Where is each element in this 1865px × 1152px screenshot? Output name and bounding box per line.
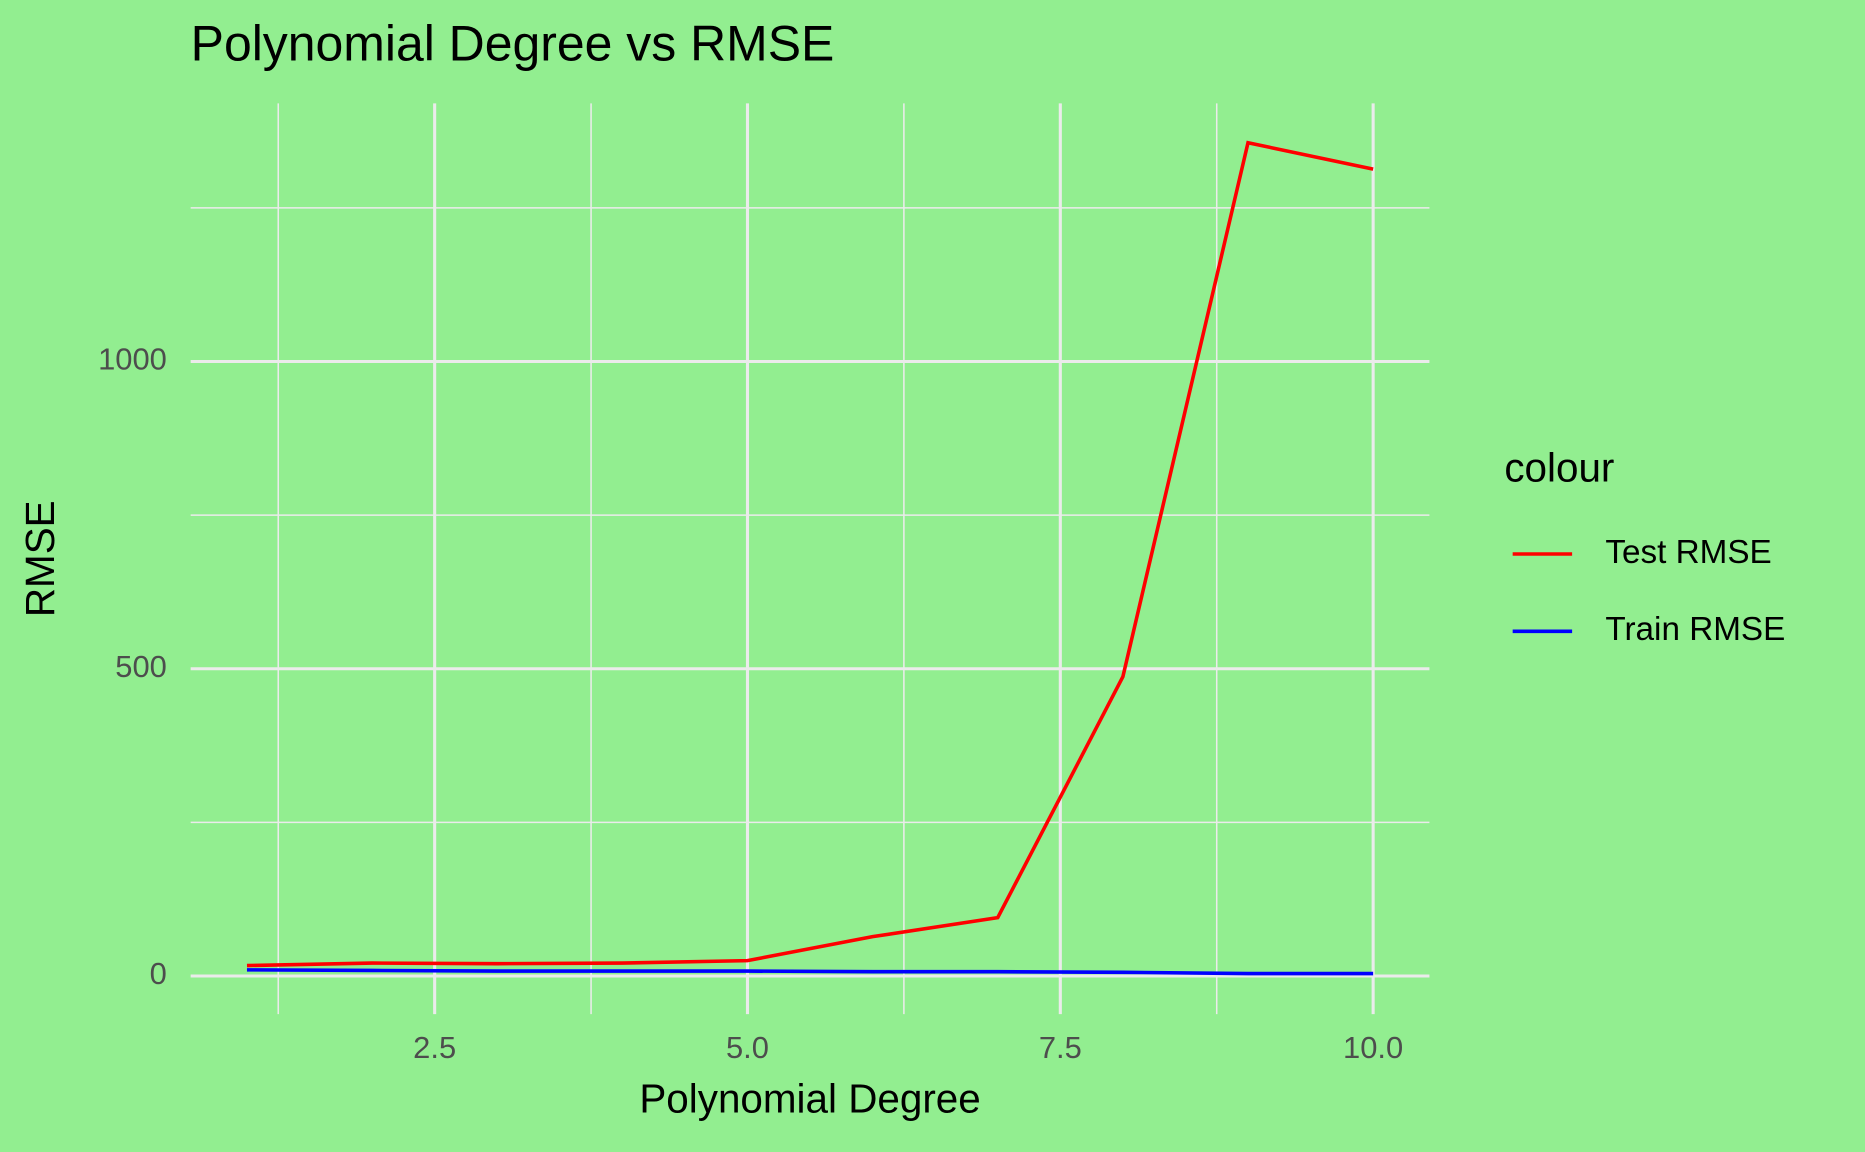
chart-title: Polynomial Degree vs RMSE — [191, 16, 835, 72]
y-tick-label: 500 — [115, 649, 167, 684]
x-tick-label: 10.0 — [1343, 1030, 1403, 1065]
legend-label: Train RMSE — [1605, 611, 1785, 648]
y-tick-label: 0 — [150, 956, 167, 991]
x-tick-label: 5.0 — [726, 1030, 769, 1065]
data-line — [246, 968, 1374, 976]
x-tick-label: 2.5 — [413, 1030, 456, 1065]
y-tick-label: 1000 — [98, 342, 167, 377]
legend-title: colour — [1504, 444, 1614, 490]
y-axis-label: RMSE — [17, 500, 63, 617]
x-axis-label: Polynomial Degree — [639, 1076, 980, 1122]
legend-label: Test RMSE — [1605, 534, 1771, 571]
data-line — [246, 140, 1374, 968]
x-tick-label: 7.5 — [1039, 1030, 1082, 1065]
